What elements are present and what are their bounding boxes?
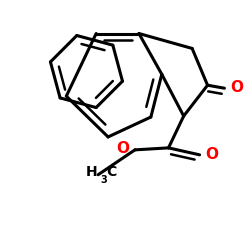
Text: O: O [205, 147, 218, 162]
Text: O: O [230, 80, 243, 95]
Text: O: O [116, 141, 130, 156]
Text: C: C [106, 165, 116, 179]
Text: 3: 3 [101, 175, 107, 185]
Text: H: H [85, 165, 97, 179]
